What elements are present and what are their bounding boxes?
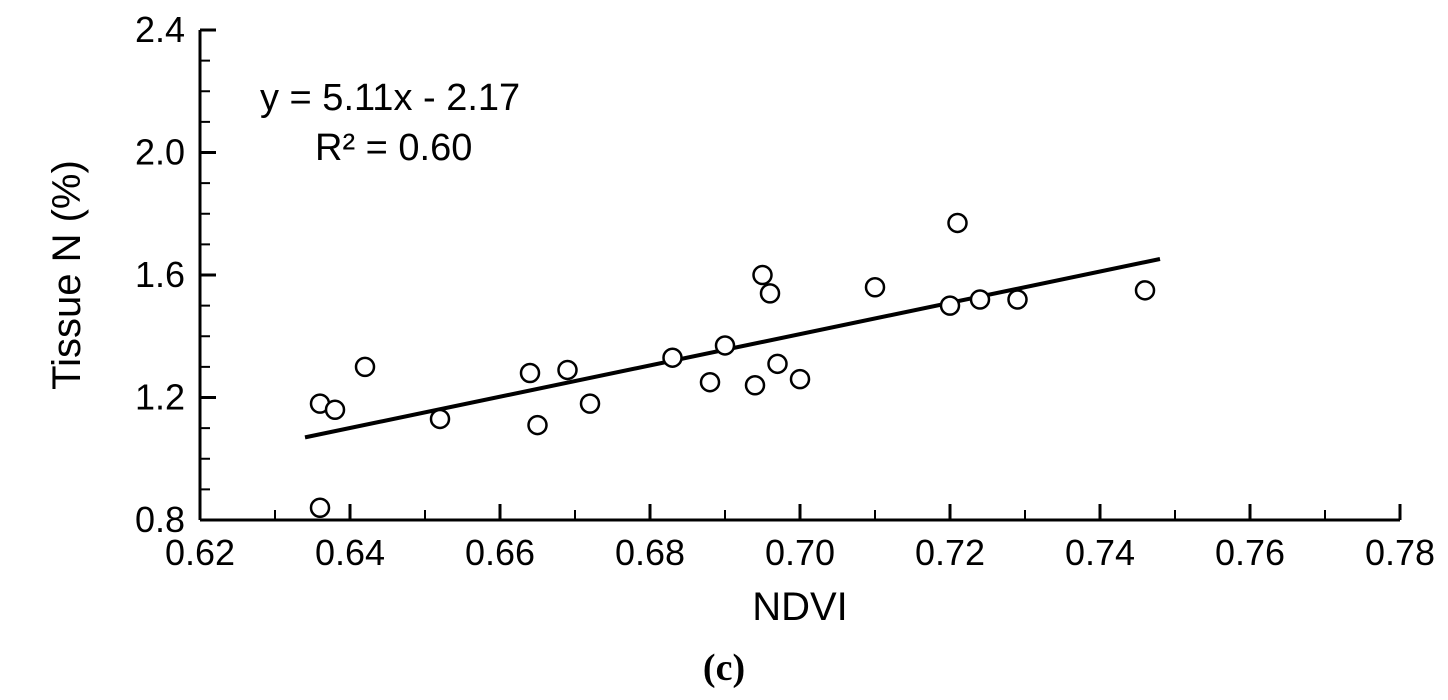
scatter-chart: 0.620.640.660.680.700.720.740.760.780.81… — [0, 0, 1448, 700]
data-point — [769, 355, 787, 373]
x-tick-label: 0.66 — [465, 532, 535, 573]
data-point — [356, 358, 374, 376]
data-point — [754, 266, 772, 284]
x-tick-label: 0.64 — [315, 532, 385, 573]
data-point — [701, 373, 719, 391]
data-point — [559, 361, 577, 379]
data-point — [664, 349, 682, 367]
data-point — [949, 214, 967, 232]
data-point — [581, 395, 599, 413]
y-tick-label: 2.0 — [135, 132, 185, 173]
r-squared-annotation: R² = 0.60 — [315, 127, 472, 169]
y-axis-label: Tissue N (%) — [45, 160, 89, 390]
x-axis-label: NDVI — [752, 585, 848, 629]
data-point — [311, 499, 329, 517]
data-point — [971, 291, 989, 309]
y-tick-label: 2.4 — [135, 9, 185, 50]
data-point — [431, 410, 449, 428]
data-point — [791, 370, 809, 388]
y-tick-label: 0.8 — [135, 499, 185, 540]
x-tick-label: 0.70 — [765, 532, 835, 573]
data-point — [941, 297, 959, 315]
x-tick-label: 0.78 — [1365, 532, 1435, 573]
data-point — [761, 284, 779, 302]
x-tick-label: 0.76 — [1215, 532, 1285, 573]
chart-svg: 0.620.640.660.680.700.720.740.760.780.81… — [0, 0, 1448, 700]
x-tick-label: 0.68 — [615, 532, 685, 573]
data-point — [1009, 291, 1027, 309]
equation-annotation: y = 5.11x - 2.17 — [260, 77, 520, 119]
y-tick-label: 1.2 — [135, 377, 185, 418]
subplot-label: (c) — [703, 647, 745, 689]
data-point — [1136, 281, 1154, 299]
data-point — [326, 401, 344, 419]
data-point — [521, 364, 539, 382]
data-point — [716, 336, 734, 354]
data-point — [746, 376, 764, 394]
data-point — [529, 416, 547, 434]
x-tick-label: 0.74 — [1065, 532, 1135, 573]
y-tick-label: 1.6 — [135, 254, 185, 295]
x-tick-label: 0.72 — [915, 532, 985, 573]
data-point — [866, 278, 884, 296]
